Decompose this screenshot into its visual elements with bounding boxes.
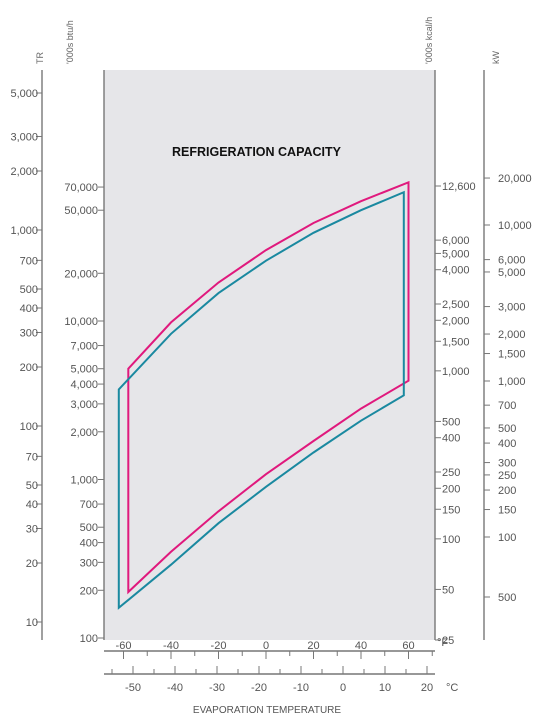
kcal-axis-label: '000s kcal/h [424, 17, 434, 64]
tr-tick-label: 500 [20, 284, 38, 296]
btu-tick-label: 5,000 [70, 364, 98, 376]
btu-axis-label: '000s btu/h [65, 20, 75, 64]
tr-tick-label: 5,000 [10, 88, 38, 100]
axis-ticks: 5,0003,0002,0001,00070050040030020010070… [10, 88, 531, 694]
fahrenheit-tick-label: 0 [263, 640, 269, 652]
kw-tick-label: 5,000 [498, 267, 526, 279]
btu-tick-label: 7,000 [70, 341, 98, 353]
btu-tick-label: 20,000 [64, 268, 98, 280]
celsius-tick-label: -50 [125, 682, 141, 694]
btu-tick-label: 4,000 [70, 379, 98, 391]
fahrenheit-unit: °F [437, 637, 448, 649]
temperature-axis: °F °C EVAPORATION TEMPERATURE [104, 637, 458, 716]
kw-tick-label: 500 [498, 423, 516, 435]
kcal-tick-label: 100 [442, 534, 460, 546]
kcal-tick-label: 5,000 [442, 248, 470, 260]
series-layer [117, 180, 410, 610]
celsius-tick-label: 20 [421, 682, 433, 694]
kw-axis: kW [483, 51, 501, 640]
kw-tick-label: 150 [498, 505, 516, 517]
kw-tick-label: 20,000 [498, 173, 532, 185]
fahrenheit-tick-label: 60 [402, 640, 414, 652]
x-axis-label: EVAPORATION TEMPERATURE [193, 705, 341, 716]
kcal-tick-label: 250 [442, 467, 460, 479]
btu-tick-label: 400 [80, 538, 98, 550]
fahrenheit-tick-label: -40 [163, 640, 179, 652]
celsius-tick-label: -10 [293, 682, 309, 694]
btu-tick-label: 300 [80, 557, 98, 569]
kw-tick-label: 100 [498, 532, 516, 544]
btu-tick-label: 2,000 [70, 427, 98, 439]
fahrenheit-tick-label: 20 [307, 640, 319, 652]
btu-tick-label: 100 [80, 633, 98, 645]
kw-tick-label: 10,000 [498, 220, 532, 232]
kcal-tick-label: 200 [442, 483, 460, 495]
fahrenheit-tick-label: -20 [211, 640, 227, 652]
celsius-tick-label: -30 [209, 682, 225, 694]
kw-axis-label: kW [491, 51, 501, 65]
tr-tick-label: 40 [26, 499, 38, 511]
fahrenheit-tick-label: -60 [116, 640, 132, 652]
tr-tick-label: 200 [20, 362, 38, 374]
celsius-tick-label: 0 [340, 682, 346, 694]
kcal-tick-label: 1,000 [442, 366, 470, 378]
kcal-tick-label: 25 [442, 635, 454, 647]
kcal-tick-label: 2,000 [442, 315, 470, 327]
tr-tick-label: 50 [26, 480, 38, 492]
kcal-tick-label: 6,000 [442, 235, 470, 247]
tr-tick-label: 30 [26, 523, 38, 535]
kw-tick-label: 2,000 [498, 329, 526, 341]
kw-tick-label: 250 [498, 470, 516, 482]
plot-area [104, 70, 435, 640]
kw-tick-label: 500 [498, 592, 516, 604]
kw-tick-label: 3,000 [498, 302, 526, 314]
btu-tick-label: 200 [80, 585, 98, 597]
capacity-series-teal [117, 190, 405, 610]
celsius-tick-label: 10 [379, 682, 391, 694]
btu-tick-label: 700 [80, 499, 98, 511]
tr-tick-label: 10 [26, 617, 38, 629]
btu-tick-label: 1,000 [70, 475, 98, 487]
tr-tick-label: 3,000 [10, 131, 38, 143]
btu-tick-label: 500 [80, 522, 98, 534]
kcal-tick-label: 2,500 [442, 299, 470, 311]
tr-tick-label: 400 [20, 303, 38, 315]
tr-tick-label: 70 [26, 451, 38, 463]
btu-tick-label: 70,000 [64, 182, 98, 194]
celsius-tick-label: -40 [167, 682, 183, 694]
tr-axis: TR [35, 52, 45, 640]
kw-tick-label: 200 [498, 485, 516, 497]
fahrenheit-tick-label: 40 [355, 640, 367, 652]
celsius-tick-label: -20 [251, 682, 267, 694]
kw-tick-label: 400 [498, 438, 516, 450]
tr-tick-label: 1,000 [10, 225, 38, 237]
kcal-axis: '000s kcal/h [424, 17, 436, 640]
kcal-tick-label: 12,600 [442, 181, 476, 193]
tr-tick-label: 20 [26, 558, 38, 570]
btu-tick-label: 50,000 [64, 205, 98, 217]
btu-axis: '000s btu/h [65, 20, 105, 640]
kw-tick-label: 6,000 [498, 255, 526, 267]
kcal-tick-label: 4,000 [442, 265, 470, 277]
kcal-tick-label: 1,500 [442, 336, 470, 348]
capacity-series-magenta [127, 180, 410, 595]
tr-tick-label: 700 [20, 255, 38, 267]
kw-tick-label: 700 [498, 400, 516, 412]
btu-tick-label: 3,000 [70, 399, 98, 411]
kcal-tick-label: 150 [442, 504, 460, 516]
btu-tick-label: 10,000 [64, 316, 98, 328]
kcal-tick-label: 50 [442, 584, 454, 596]
kcal-tick-label: 500 [442, 416, 460, 428]
tr-tick-label: 2,000 [10, 166, 38, 178]
celsius-unit: °C [446, 682, 458, 694]
tr-axis-label: TR [35, 52, 45, 64]
chart-title: REFRIGERATION CAPACITY [172, 145, 342, 159]
kw-tick-label: 300 [498, 458, 516, 470]
kcal-tick-label: 400 [442, 433, 460, 445]
tr-tick-label: 100 [20, 421, 38, 433]
tr-tick-label: 300 [20, 327, 38, 339]
kw-tick-label: 1,500 [498, 349, 526, 361]
kw-tick-label: 1,000 [498, 376, 526, 388]
